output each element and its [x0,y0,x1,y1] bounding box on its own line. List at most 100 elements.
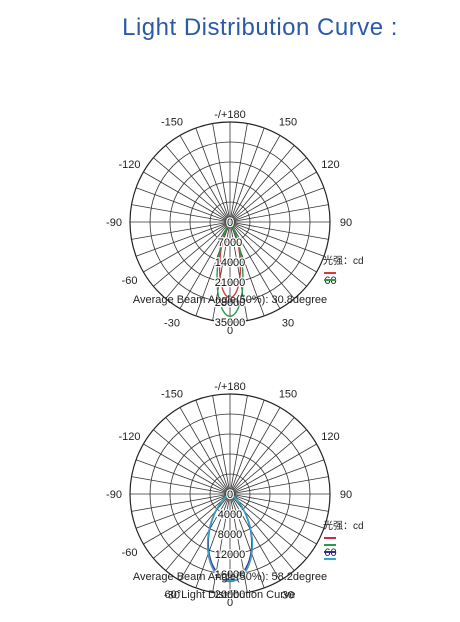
angle-label: 150 [279,389,297,401]
grid-spoke [143,171,231,223]
series-curve [216,221,244,318]
legend-unit-label-2: 光强：cd [323,521,364,532]
grid-spoke [229,399,265,495]
legend-swatch [324,551,336,553]
angle-label: 0 [227,597,233,609]
legend-unit-label-1: 光强：cd [323,256,364,267]
grid-spoke [131,204,231,223]
grid-spoke [179,407,231,495]
beam-angle-caption-2: Average Beam Angle(50%): 58.2degree [132,571,328,583]
grid-spoke [229,407,281,495]
grid-spoke [229,493,329,512]
angle-label: -90 [106,489,122,501]
angle-label: -/+180 [214,109,246,121]
grid-spoke [143,493,231,545]
polar-chart-2: -/+180 150 -150 120 -120 90 -90 60 -60 30 -30 0 0 400… [106,381,352,609]
grid-spoke [212,493,231,593]
title-text: Light Distribution Curve : [122,14,398,41]
grid-spoke [229,493,317,545]
legend-swatches-2 [323,537,364,560]
grid-spoke [229,221,248,321]
legend-swatch [324,544,336,546]
angle-label: 60 [324,547,336,559]
angle-label: 120 [321,159,339,171]
angle-label: -90 [106,217,122,229]
page-title: Light Distribution Curve : [0,14,460,42]
grid-spoke [229,443,317,495]
angle-label: 90 [340,217,352,229]
grid-spoke [135,221,231,257]
radial-tick-label: 14000 [215,257,246,269]
grid-spoke [229,135,281,223]
angle-label: -30 [164,317,180,329]
radial-tick-label: 0 [227,489,233,501]
grid-spoke [212,123,231,223]
legend-swatch [324,537,336,539]
grid-spoke [195,221,231,317]
radial-tick-label: 21000 [215,277,246,289]
grid-spoke [179,221,231,309]
grid-spoke [229,493,325,529]
grid-spoke [195,493,231,589]
radial-tick-label: 16000 [215,569,246,581]
angle-label: 120 [321,431,339,443]
grid-spoke [229,221,329,240]
grid-spoke [229,429,307,495]
polar-chart-1: -/+180 150 -150 120 -120 90 -90 60 -60 30 -30 0 0 700… [106,109,352,337]
grid-spoke [165,221,231,299]
legend-2: 光强：cd [323,517,364,560]
grid-spoke [135,187,231,223]
angle-label: -120 [119,159,141,171]
radial-tick-label: 35000 [215,317,246,329]
grid-spoke [143,443,231,495]
grid-spoke [229,459,325,495]
grid-spoke [165,493,231,571]
grid-spoke [131,221,231,240]
grid-spoke [229,493,307,559]
grid-spoke [212,221,231,321]
radial-tick-label: 28000 [215,297,246,309]
radial-tick-label: 20000 [215,589,246,601]
angle-label: -60 [122,275,138,287]
grid-spoke [229,493,248,593]
grid-spoke [153,429,231,495]
angle-label: 30 [282,589,294,601]
grid-spoke [229,145,295,223]
grid-spoke [229,221,265,317]
grid-spoke [229,417,295,495]
angle-label: -120 [119,431,141,443]
grid-spoke [153,157,231,223]
grid-spoke [135,459,231,495]
grid-spoke [195,399,231,495]
legend-1: 光强：cd [323,252,364,281]
angle-label: -/+180 [214,381,246,393]
grid-spoke [229,123,248,223]
angle-label: 0 [227,325,233,337]
legend-swatch [324,272,336,274]
grid-spoke [229,187,325,223]
grid-spoke [135,493,231,529]
angle-label: 150 [279,117,297,129]
grid-spoke [229,221,295,299]
grid-spoke [229,493,295,571]
beam-angle-caption-1: Average Beam Angle(50%): 30.8degree [132,294,328,306]
grid-spoke [229,221,325,257]
legend-swatch [324,558,336,560]
radial-tick-label: 7000 [218,237,242,249]
angle-label: 60 [324,275,336,287]
grid-spoke [229,221,281,309]
grid-spoke [153,221,231,287]
grid-spoke [212,395,231,495]
grid-spoke [179,493,231,581]
grid-spoke [229,171,317,223]
grid-spoke [143,221,231,273]
angle-label: -150 [161,117,183,129]
grid-spoke [229,493,281,581]
angle-label: -30 [164,589,180,601]
grid-spoke [131,476,231,495]
grid-spoke [165,145,231,223]
radial-tick-label: 0 [227,217,233,229]
radial-tick-label: 4000 [218,509,242,521]
angle-label: 30 [282,317,294,329]
grid-spoke [229,395,248,495]
